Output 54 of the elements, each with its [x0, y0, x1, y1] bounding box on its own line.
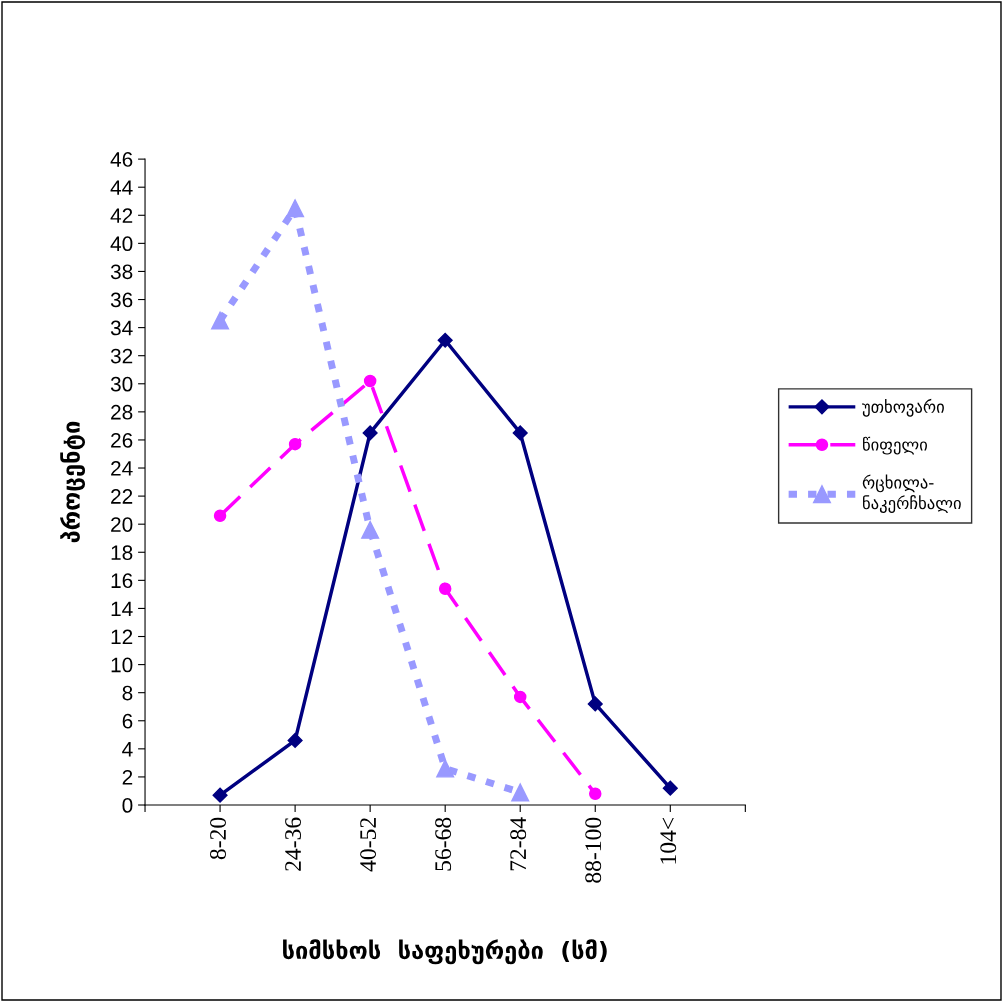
y-tick-label: 20 [111, 517, 133, 532]
point [286, 199, 305, 218]
point [512, 425, 528, 441]
y-tick-label: 14 [111, 601, 133, 616]
x-tick-label: 104< [660, 817, 677, 864]
y-tick-label: 36 [110, 292, 133, 308]
point [436, 759, 455, 778]
x-tick-label: 40-52 [360, 818, 377, 872]
x-tick-label: 72-84 [510, 817, 527, 871]
point [361, 520, 380, 539]
legend-label: უთხოვარი [862, 398, 944, 417]
x-axis-title: სიმსხოს საფეხურები (სმ) [283, 939, 607, 965]
y-tick-label: 0 [122, 798, 133, 813]
point [511, 783, 530, 802]
y-tick-label: 46 [110, 152, 133, 167]
point [363, 374, 377, 388]
y-tick-label: 8 [122, 685, 133, 701]
point [587, 696, 603, 712]
point [212, 787, 228, 803]
y-tick-label: 22 [111, 489, 133, 504]
y-tick-label: 4 [122, 742, 133, 757]
y-tick-label: 28 [111, 404, 133, 420]
y-tick-label: 18 [111, 545, 133, 561]
y-tick-label: 6 [122, 713, 133, 729]
point [437, 332, 453, 348]
y-tick-label: 40 [110, 236, 133, 252]
x-tick-label: 8-20 [210, 817, 226, 860]
x-tick-label: 56-68 [435, 817, 452, 871]
point [362, 425, 378, 441]
point [287, 732, 303, 748]
x-tick-label: 24-36 [285, 817, 302, 871]
y-tick-label: 16 [111, 573, 133, 589]
point [662, 780, 678, 796]
point [211, 311, 230, 330]
y-axis-title: პროცენტი [60, 421, 86, 543]
x-tick-label: 88-100 [585, 817, 602, 883]
y-tick-label: 42 [110, 208, 133, 223]
point [213, 509, 227, 523]
y-tick-label: 34 [110, 320, 133, 336]
point [513, 690, 527, 704]
y-tick-label: 2 [122, 769, 133, 785]
y-tick-label: 32 [110, 348, 133, 364]
y-tick-label: 24 [111, 461, 133, 476]
legend-label: წიფელი [863, 436, 927, 455]
y-tick-label: 26 [111, 432, 133, 448]
y-tick-label: 10 [111, 657, 133, 673]
y-tick-label: 44 [110, 180, 133, 195]
y-tick-label: 30 [110, 376, 133, 392]
y-tick-label: 38 [110, 264, 133, 280]
legend-label: რცხილა-ნაკერჩხალი [862, 474, 961, 513]
y-tick-label: 12 [111, 629, 133, 645]
point [589, 787, 602, 801]
point [438, 582, 452, 596]
point [288, 437, 302, 451]
